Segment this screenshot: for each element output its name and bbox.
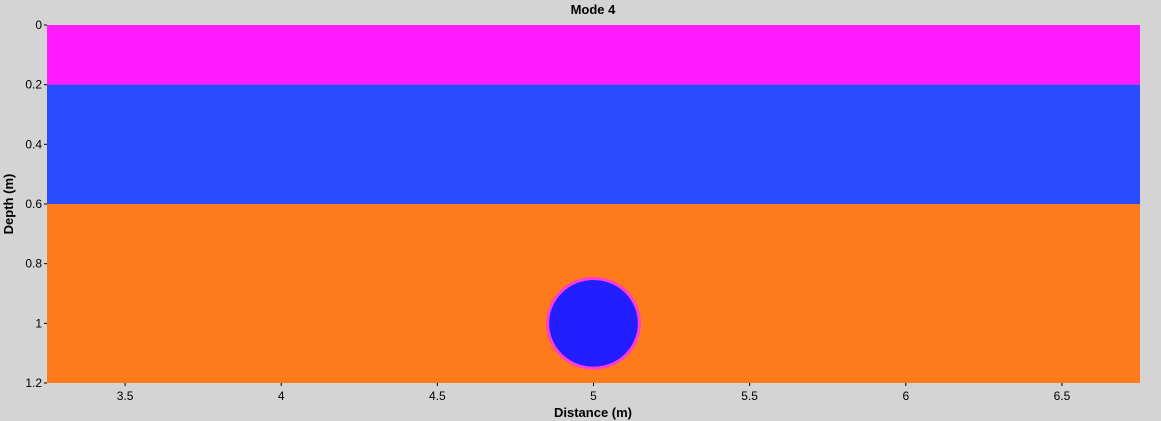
x-tick-label: 4.5	[429, 389, 446, 403]
y-axis-ticks: 0 0.2 0.4 0.6 0.8 1 1.2	[25, 18, 47, 390]
x-tick-label: 3.5	[117, 389, 134, 403]
y-tick-label: 0.4	[25, 137, 42, 151]
x-axis-ticks: 3.5 4 4.5 5 5.5 6 6.5	[117, 383, 1071, 403]
x-tick-label: 4	[278, 389, 285, 403]
x-tick-label: 6.5	[1054, 389, 1071, 403]
x-axis-label: Distance (m)	[554, 405, 632, 420]
chart-title: Mode 4	[571, 2, 617, 17]
layer-0	[47, 25, 1140, 85]
y-axis-label: Depth (m)	[1, 174, 16, 235]
y-tick-label: 0	[35, 18, 42, 32]
x-tick-label: 5.5	[741, 389, 758, 403]
y-tick-label: 1	[35, 316, 42, 330]
y-tick-label: 1.2	[25, 376, 42, 390]
y-tick-label: 0.8	[25, 257, 42, 271]
y-tick-label: 0.6	[25, 197, 42, 211]
x-tick-label: 6	[902, 389, 909, 403]
layer-1	[47, 84, 1140, 204]
y-tick-label: 0.2	[25, 78, 42, 92]
plot-area	[47, 25, 1140, 383]
x-tick-label: 5	[590, 389, 597, 403]
anomaly-circle	[546, 276, 641, 370]
